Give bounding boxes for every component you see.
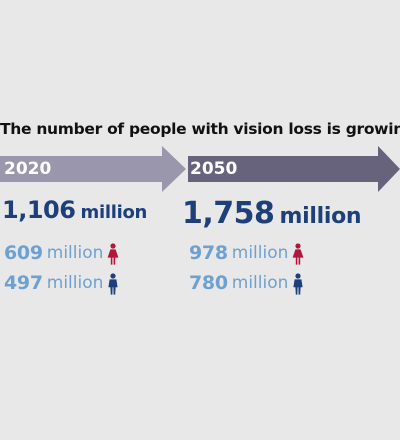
female-2050-row: 978 million xyxy=(189,241,304,265)
total-2020-value: 1,106 xyxy=(2,196,76,224)
female-icon xyxy=(108,243,119,265)
male-2020-value: 497 xyxy=(4,272,43,294)
year-2050-label: 2050 xyxy=(190,159,238,179)
female-2050-unit: million xyxy=(231,243,289,263)
female-icon xyxy=(293,243,304,265)
female-2020-value: 609 xyxy=(4,242,43,264)
male-2050-value: 780 xyxy=(189,272,228,294)
total-2050-value: 1,758 xyxy=(182,196,275,231)
total-2050-unit: million xyxy=(279,204,362,229)
male-2020-row: 497 million xyxy=(4,271,119,295)
female-2020-row: 609 million xyxy=(4,241,119,265)
headline: The number of people with vision loss is… xyxy=(0,120,400,138)
male-2050-unit: million xyxy=(231,273,289,293)
timeline-arrows xyxy=(0,146,400,192)
total-2020: 1,106 million xyxy=(2,196,147,224)
total-2050: 1,758 million xyxy=(182,196,362,231)
female-2050-value: 978 xyxy=(189,242,228,264)
male-2050-row: 780 million xyxy=(189,271,304,295)
female-2020-unit: million xyxy=(46,243,104,263)
male-icon xyxy=(108,273,119,295)
arrow-2020 xyxy=(0,146,186,192)
total-2020-unit: million xyxy=(80,202,148,223)
arrow-2050 xyxy=(188,146,400,192)
year-2020-label: 2020 xyxy=(4,159,52,179)
male-icon xyxy=(293,273,304,295)
male-2020-unit: million xyxy=(46,273,104,293)
